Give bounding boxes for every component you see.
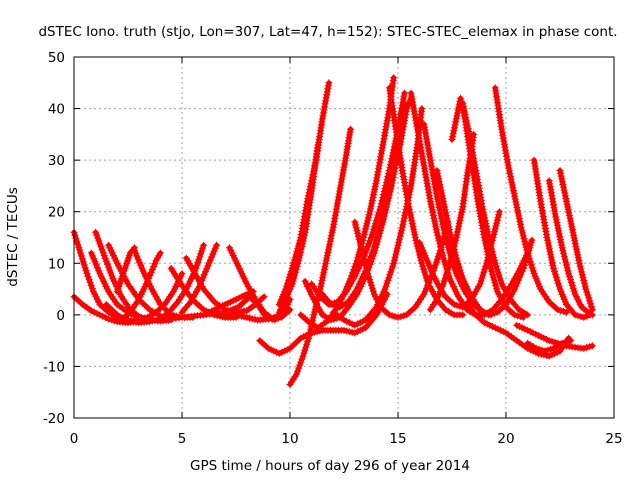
plus-markers: [221, 308, 281, 324]
series-arc: [221, 308, 281, 324]
x-tick-label: 15: [389, 431, 406, 447]
plus-markers: [275, 79, 333, 308]
plot-frame: [73, 56, 615, 419]
plus-markers: [556, 167, 596, 314]
x-axis-label: GPS time / hours of day 296 of year 2014: [190, 458, 470, 474]
plus-markers: [463, 301, 573, 360]
series-arc: [385, 84, 467, 319]
x-tick-label: 0: [70, 431, 79, 447]
y-tick-label: 0: [56, 308, 65, 324]
series-arc: [545, 177, 596, 319]
x-tick-labels: 0 5 10 15 20 25: [70, 431, 623, 447]
axis-ticks: [73, 56, 615, 419]
x-tick-label: 5: [178, 431, 187, 447]
series-arc: [275, 79, 333, 308]
y-tick-label: 40: [48, 102, 65, 118]
x-tick-label: 20: [497, 431, 514, 447]
y-tick-label: 50: [48, 50, 65, 66]
plus-markers: [416, 208, 503, 311]
y-axis-label: dSTEC / TECUs: [5, 187, 21, 287]
x-tick-label: 10: [281, 431, 298, 447]
series-arc: [530, 156, 594, 321]
arc-trace: [119, 250, 163, 323]
plus-markers: [385, 84, 467, 319]
y-tick-label: -20: [43, 411, 65, 427]
plus-markers: [524, 337, 575, 355]
y-tick-label: 10: [48, 256, 65, 272]
series-arc: [118, 249, 164, 324]
plus-markers: [256, 290, 391, 357]
series-arc: [256, 290, 391, 357]
series-arc: [556, 167, 596, 314]
y-tick-label: -10: [43, 359, 65, 375]
plus-markers: [480, 236, 536, 319]
y-tick-label: 20: [48, 205, 65, 221]
series-arc: [416, 208, 503, 311]
series-arc: [286, 125, 354, 388]
series-arc: [480, 236, 536, 319]
chart-title: dSTEC Iono. truth (stjo, Lon=307, Lat=47…: [38, 24, 617, 40]
plus-markers: [407, 89, 488, 319]
y-tick-label: 30: [48, 153, 65, 169]
plus-markers: [286, 125, 354, 388]
data-series: [70, 74, 596, 388]
plus-markers: [545, 177, 596, 319]
plus-markers: [530, 156, 594, 321]
series-arc: [463, 301, 573, 360]
plus-markers: [178, 241, 221, 316]
y-tick-labels: -20 -10 0 10 20 30 40 50: [43, 50, 65, 427]
x-tick-label: 25: [605, 431, 622, 447]
plus-markers: [118, 249, 164, 324]
series-arc: [178, 241, 221, 316]
series-arc: [524, 337, 575, 355]
plus-markers: [491, 84, 570, 316]
